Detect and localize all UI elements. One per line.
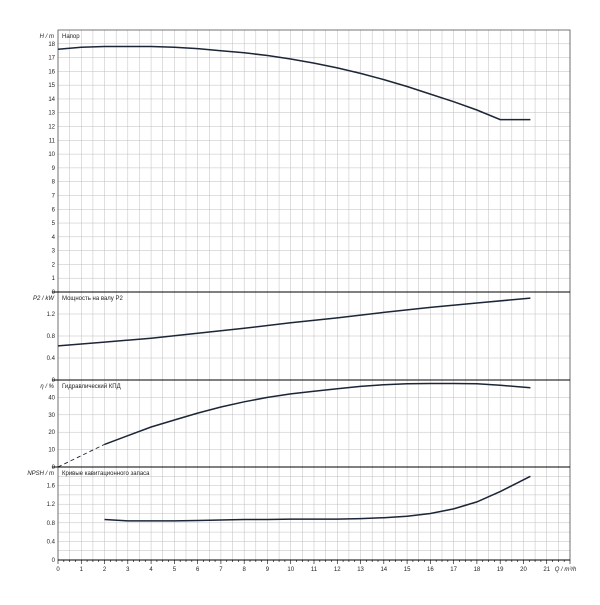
y-tick-label: 6: [52, 207, 56, 213]
x-tick-label: 21: [543, 567, 550, 573]
y-tick-label: 20: [48, 430, 55, 436]
y-tick-label: 10: [48, 152, 55, 158]
x-tick-label: 1: [80, 567, 84, 573]
x-tick-label: 0: [56, 567, 60, 573]
y-axis-label: H / m: [40, 34, 54, 40]
x-axis-label: Q / m³/h: [555, 567, 577, 573]
x-tick-label: 20: [520, 567, 527, 573]
y-tick-label: 11: [49, 138, 56, 144]
y-tick-label: 0.8: [47, 521, 56, 527]
x-tick-label: 18: [474, 567, 481, 573]
y-axis-label: P2 / kW: [33, 296, 55, 302]
y-tick-label: 1: [52, 276, 56, 282]
y-tick-label: 1.2: [47, 502, 56, 508]
x-tick-label: 17: [450, 567, 457, 573]
y-tick-label: 12: [48, 125, 55, 131]
series-line-npsh-0: [104, 475, 531, 522]
y-tick-label: 8: [52, 180, 56, 186]
panel-title: Гидравлический КПД: [62, 383, 121, 390]
series-line-power-0: [57, 297, 531, 347]
y-axis-label: NPSH / m: [27, 471, 54, 477]
x-tick-label: 16: [427, 567, 434, 573]
x-tick-label: 12: [334, 567, 341, 573]
series-line-head-0: [57, 45, 531, 121]
x-tick-label: 11: [311, 567, 318, 573]
y-tick-label: 40: [48, 395, 55, 401]
y-tick-label: 1.6: [47, 484, 56, 490]
y-axis-label: η / %: [40, 384, 54, 390]
y-tick-label: 13: [48, 111, 55, 117]
y-tick-label: 9: [52, 166, 56, 172]
y-tick-label: 18: [48, 42, 55, 48]
x-tick-label: 15: [404, 567, 411, 573]
y-tick-label: 7: [52, 193, 56, 199]
y-tick-label: 0: [52, 290, 56, 296]
series-line-efficiency-0: [57, 443, 105, 468]
series-line-efficiency-1: [104, 382, 531, 446]
y-tick-label: 0: [52, 378, 56, 384]
y-tick-label: 0.8: [47, 334, 56, 340]
x-tick-label: 19: [497, 567, 504, 573]
y-tick-label: 5: [52, 221, 56, 227]
y-tick-label: 3: [52, 249, 56, 255]
y-tick-label: 30: [48, 413, 55, 419]
y-tick-label: 16: [48, 69, 55, 75]
y-tick-label: 4: [52, 235, 56, 241]
panel-title: Напор: [62, 34, 80, 40]
y-tick-label: 0.4: [47, 539, 56, 545]
x-tick-label: 8: [243, 567, 247, 573]
y-tick-label: 0: [52, 558, 56, 564]
x-tick-label: 2: [103, 567, 107, 573]
x-tick-label: 6: [196, 567, 200, 573]
x-tick-label: 5: [173, 567, 177, 573]
y-tick-label: 1.2: [47, 312, 56, 318]
x-tick-label: 10: [287, 567, 294, 573]
panel-title: Мощность на валу P2: [62, 296, 123, 302]
y-tick-label: 0: [52, 465, 56, 471]
x-tick-label: 7: [219, 567, 223, 573]
x-tick-label: 3: [126, 567, 130, 573]
x-tick-label: 13: [357, 567, 364, 573]
y-tick-label: 2: [52, 262, 56, 268]
y-tick-label: 17: [48, 56, 55, 62]
panel-title: Кривые кавитационного запаса: [62, 471, 150, 477]
y-tick-label: 0.4: [47, 356, 56, 362]
y-tick-label: 15: [48, 83, 55, 89]
x-tick-label: 14: [380, 567, 387, 573]
y-tick-label: 10: [48, 448, 55, 454]
y-tick-label: 14: [48, 97, 55, 103]
x-tick-label: 4: [149, 567, 153, 573]
x-tick-label: 9: [266, 567, 270, 573]
